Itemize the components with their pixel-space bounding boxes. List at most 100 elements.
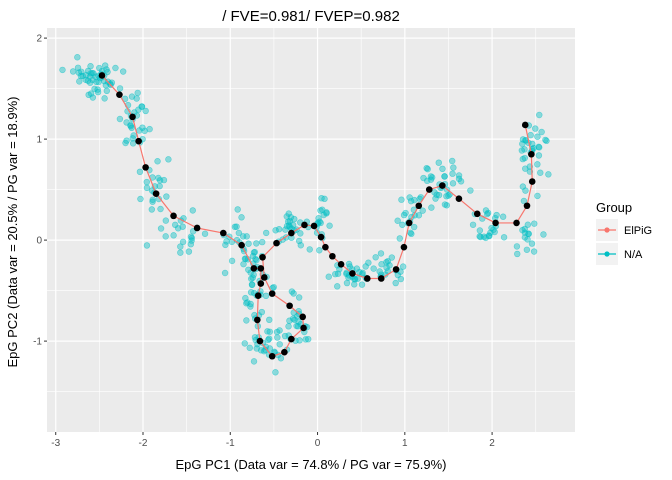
- data-point: [165, 156, 172, 163]
- data-point: [231, 223, 239, 231]
- graph-edge: [256, 319, 261, 342]
- data-point: [527, 131, 534, 139]
- data-point: [74, 64, 82, 71]
- data-point: [266, 316, 273, 324]
- data-point: [423, 164, 430, 172]
- graph-node: [116, 91, 123, 98]
- data-point: [535, 152, 543, 159]
- data-point: [287, 214, 295, 221]
- data-point: [128, 93, 136, 100]
- data-point: [258, 308, 266, 316]
- graph-node: [170, 212, 177, 220]
- data-point: [476, 227, 484, 234]
- data-point: [441, 173, 448, 180]
- data-point: [259, 238, 266, 246]
- graph-node: [257, 280, 265, 287]
- data-point: [74, 54, 81, 61]
- data-point: [119, 68, 127, 75]
- data-point: [265, 336, 272, 344]
- data-point: [306, 246, 313, 253]
- graph-node: [281, 348, 288, 356]
- data-point: [240, 260, 247, 268]
- data-point: [345, 274, 352, 281]
- graph-node: [439, 182, 446, 189]
- data-point: [521, 229, 529, 236]
- graph-node: [288, 335, 295, 343]
- data-point: [295, 294, 303, 301]
- data-point: [135, 106, 142, 113]
- data-point: [394, 217, 401, 224]
- data-point: [431, 189, 438, 196]
- legend-title: Group: [596, 200, 632, 215]
- data-point: [157, 225, 165, 232]
- data-point: [482, 207, 490, 214]
- data-point: [156, 177, 164, 184]
- data-point: [304, 335, 312, 343]
- data-point: [362, 263, 369, 270]
- legend-key-point: [604, 227, 610, 233]
- data-point: [433, 191, 440, 198]
- data-point: [513, 243, 521, 250]
- data-point: [249, 274, 256, 281]
- data-point: [84, 67, 92, 75]
- data-point: [235, 229, 243, 237]
- data-point: [449, 157, 456, 165]
- data-point: [534, 192, 541, 200]
- graph-node: [288, 229, 295, 237]
- data-point: [540, 231, 547, 238]
- data-point: [467, 187, 474, 194]
- data-point: [138, 103, 145, 110]
- graph-node: [405, 219, 413, 227]
- data-point: [288, 288, 296, 295]
- data-point: [370, 265, 377, 272]
- data-point: [356, 268, 363, 276]
- data-point: [415, 212, 423, 219]
- graph-node: [254, 316, 261, 324]
- y-tick-label: 2: [36, 34, 42, 45]
- data-point: [372, 254, 379, 261]
- data-point: [157, 205, 164, 213]
- data-point: [245, 266, 252, 273]
- data-point: [274, 334, 281, 341]
- graph-node: [299, 313, 307, 321]
- data-point: [134, 89, 141, 97]
- data-point: [143, 178, 150, 186]
- data-point: [326, 222, 333, 229]
- data-point: [84, 77, 92, 84]
- data-point: [250, 249, 258, 256]
- graph-node: [377, 275, 385, 282]
- data-point: [323, 210, 330, 217]
- graph-edge: [530, 154, 533, 182]
- data-point: [519, 155, 526, 163]
- data-point: [264, 328, 271, 335]
- data-point: [534, 161, 541, 168]
- data-point: [469, 221, 477, 228]
- data-point: [270, 283, 277, 291]
- data-point: [154, 158, 161, 165]
- data-point: [241, 255, 249, 262]
- data-point: [77, 72, 85, 80]
- data-point: [399, 221, 406, 228]
- graph-edge: [118, 94, 134, 118]
- graph-node: [238, 241, 245, 249]
- data-point: [179, 238, 187, 246]
- data-point: [520, 197, 528, 205]
- data-point: [514, 250, 521, 258]
- graph-node: [98, 72, 106, 79]
- data-point: [398, 196, 405, 203]
- data-point: [76, 78, 83, 85]
- graph-node: [257, 265, 265, 272]
- data-point: [136, 168, 144, 176]
- data-point: [266, 328, 274, 335]
- data-point: [351, 281, 358, 288]
- graph-node: [521, 121, 529, 129]
- data-point: [538, 128, 545, 136]
- data-point: [419, 207, 426, 214]
- data-point: [543, 137, 550, 145]
- data-point: [435, 159, 442, 166]
- data-point: [530, 248, 538, 255]
- data-point: [424, 165, 431, 173]
- data-point: [263, 229, 270, 237]
- data-point: [325, 273, 332, 280]
